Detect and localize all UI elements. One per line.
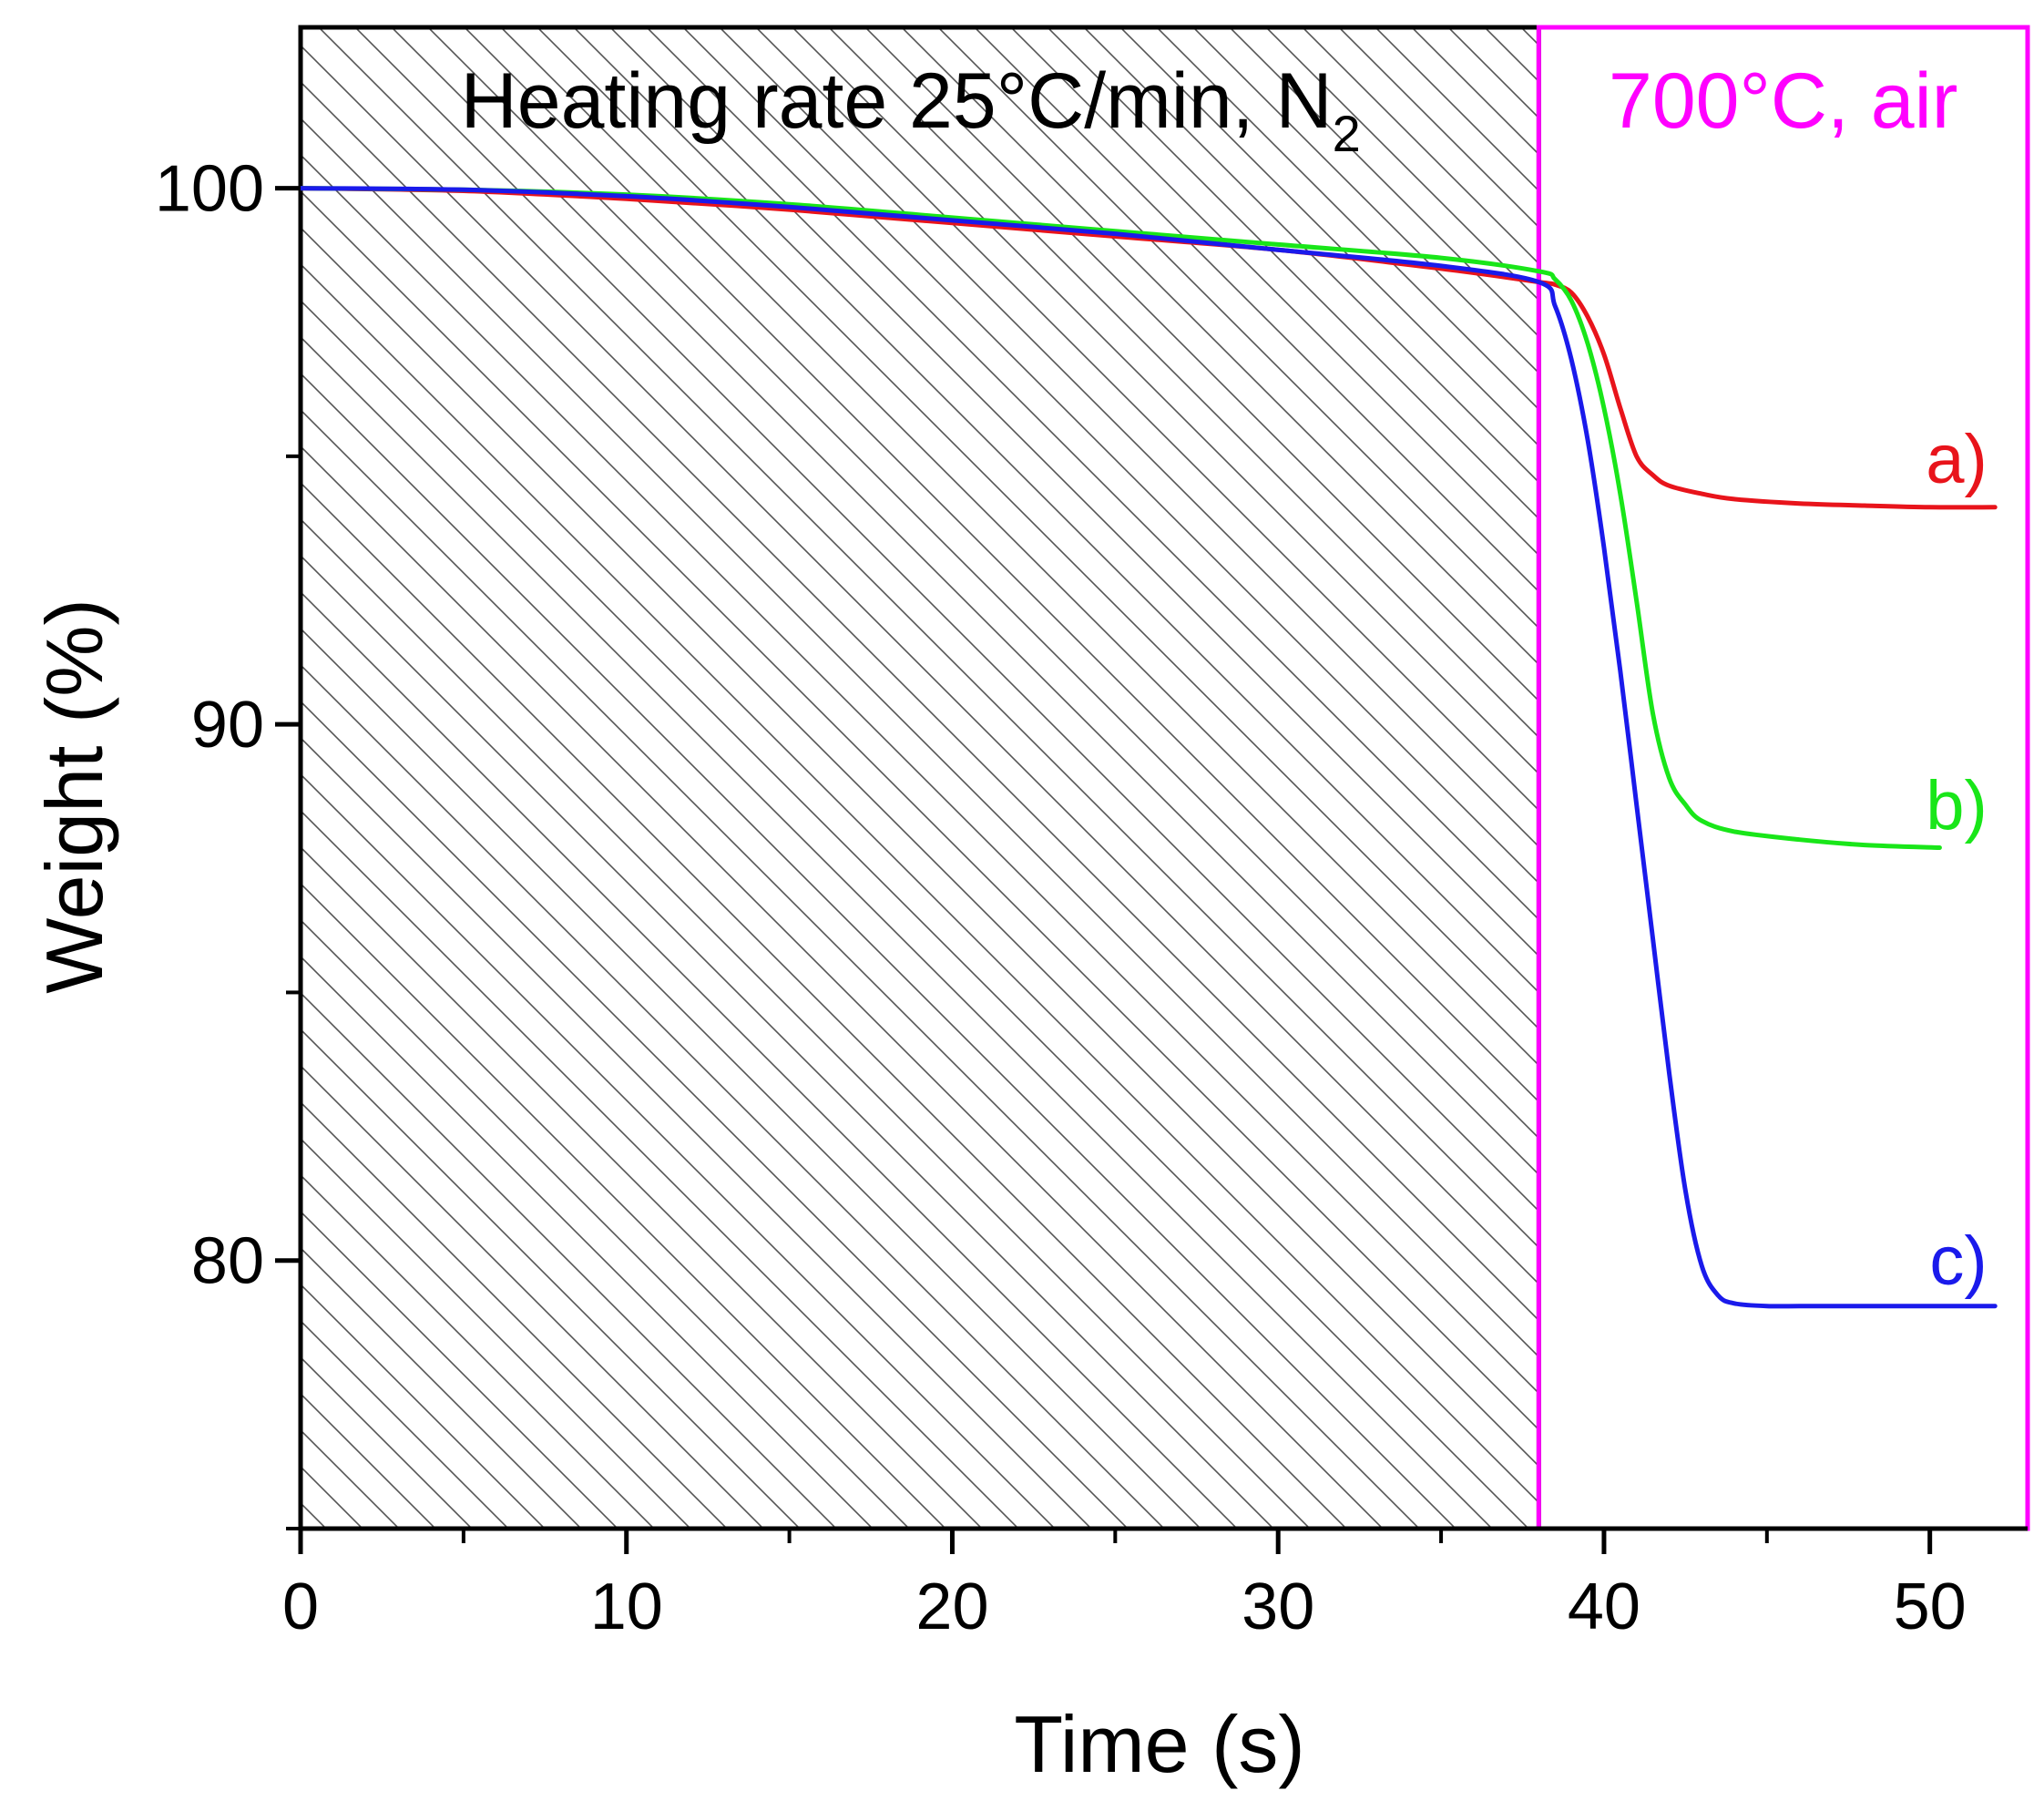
series-line-a <box>301 186 1998 510</box>
x-tick-label: 20 <box>915 1571 988 1643</box>
x-tick-label: 30 <box>1242 1571 1314 1643</box>
x-tick-label: 50 <box>1894 1571 1967 1643</box>
curve-label-c: c) <box>1929 1223 1987 1300</box>
heating-label-subscript: 2 <box>1333 105 1361 162</box>
x-tick-label: 0 <box>282 1571 319 1643</box>
x-tick-label: 10 <box>590 1571 663 1643</box>
heating-region-label: Heating rate 25°C/min, N2 <box>461 57 1361 162</box>
series-line-b <box>301 186 1942 850</box>
y-axis-title: Weight (%) <box>29 599 119 994</box>
y-tick-label: 90 <box>191 689 264 762</box>
series-line-c <box>301 186 1998 1309</box>
y-tick-label: 80 <box>191 1225 264 1298</box>
curve-label-a: a) <box>1926 421 1988 498</box>
heating-label-text: Heating rate 25°C/min, N <box>461 57 1333 145</box>
axis-ticks: 0 10 20 30 40 50 80 90 100 <box>155 153 1967 1643</box>
x-tick-label: 40 <box>1568 1571 1640 1643</box>
y-tick-label: 100 <box>155 153 264 226</box>
heating-region-hatch <box>298 25 1541 1531</box>
series-group <box>301 186 1998 1309</box>
curve-label-b: b) <box>1926 767 1988 844</box>
x-axis-title: Time (s) <box>1014 1699 1304 1789</box>
air-region-label: 700°C, air <box>1609 57 1957 145</box>
